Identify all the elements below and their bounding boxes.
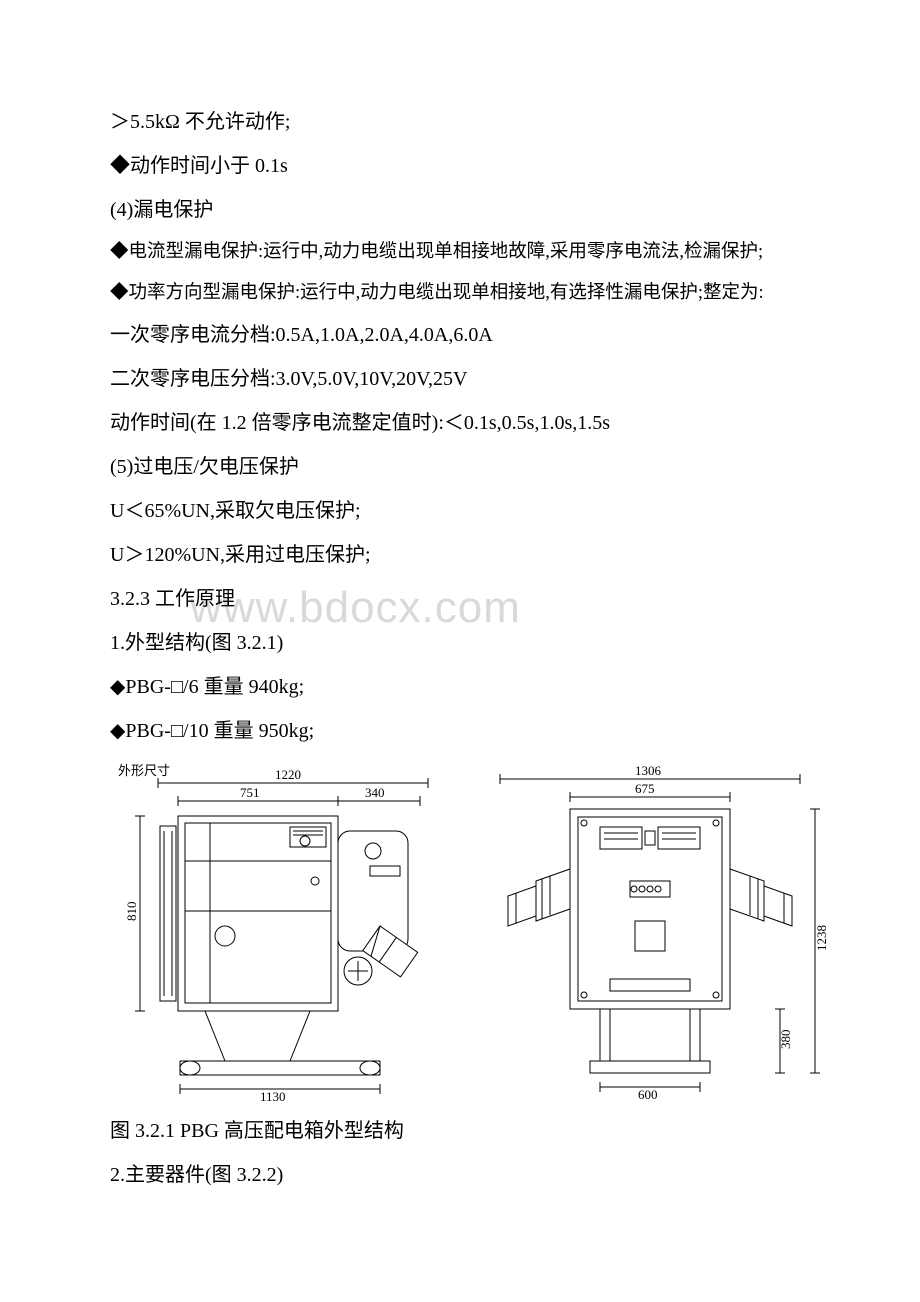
svg-text:675: 675: [635, 781, 655, 796]
text-line: ◆功率方向型漏电保护:运行中,动力电缆出现单相接地,有选择性漏电保护;整定为:: [110, 273, 810, 314]
text-line: ◆动作时间小于 0.1s: [110, 144, 810, 188]
text-line: U＜65%UN,采取欠电压保护;: [110, 489, 810, 533]
svg-text:1130: 1130: [260, 1089, 286, 1101]
svg-text:600: 600: [638, 1087, 658, 1101]
figure-row: 外形尺寸 1220 751 340: [110, 761, 810, 1101]
text-line: (4)漏电保护: [110, 188, 810, 232]
svg-text:751: 751: [240, 785, 260, 800]
text-line: 二次零序电压分档:3.0V,5.0V,10V,20V,25V: [110, 357, 810, 401]
document-body: ＞5.5kΩ 不允许动作; ◆动作时间小于 0.1s (4)漏电保护 ◆电流型漏…: [110, 100, 810, 1197]
svg-text:380: 380: [778, 1030, 793, 1050]
figure-right: 1306 675: [480, 761, 830, 1101]
figure-caption: 图 3.2.1 PBG 高压配电箱外型结构: [110, 1109, 810, 1153]
text-line: ◆电流型漏电保护:运行中,动力电缆出现单相接地故障,采用零序电流法,检漏保护;: [110, 232, 810, 273]
svg-text:1306: 1306: [635, 763, 662, 778]
text-line: U＞120%UN,采用过电压保护;: [110, 533, 810, 577]
text-line: 1.外型结构(图 3.2.1): [110, 621, 810, 665]
text-line: ◆PBG-□/10 重量 950kg;: [110, 709, 810, 753]
svg-text:810: 810: [124, 902, 139, 922]
svg-text:外形尺寸: 外形尺寸: [118, 763, 170, 778]
text-line: 动作时间(在 1.2 倍零序电流整定值时):＜0.1s,0.5s,1.0s,1.…: [110, 401, 810, 445]
svg-text:1238: 1238: [814, 925, 829, 951]
text-line: 3.2.3 工作原理: [110, 577, 810, 621]
figure-left: 外形尺寸 1220 751 340: [110, 761, 440, 1101]
text-line: ＞5.5kΩ 不允许动作;: [110, 100, 810, 144]
text-line: (5)过电压/欠电压保护: [110, 445, 810, 489]
svg-text:340: 340: [365, 785, 385, 800]
text-line: 2.主要器件(图 3.2.2): [110, 1153, 810, 1197]
text-line: ◆PBG-□/6 重量 940kg;: [110, 665, 810, 709]
text-line: 一次零序电流分档:0.5A,1.0A,2.0A,4.0A,6.0A: [110, 313, 810, 357]
svg-text:1220: 1220: [275, 767, 301, 782]
